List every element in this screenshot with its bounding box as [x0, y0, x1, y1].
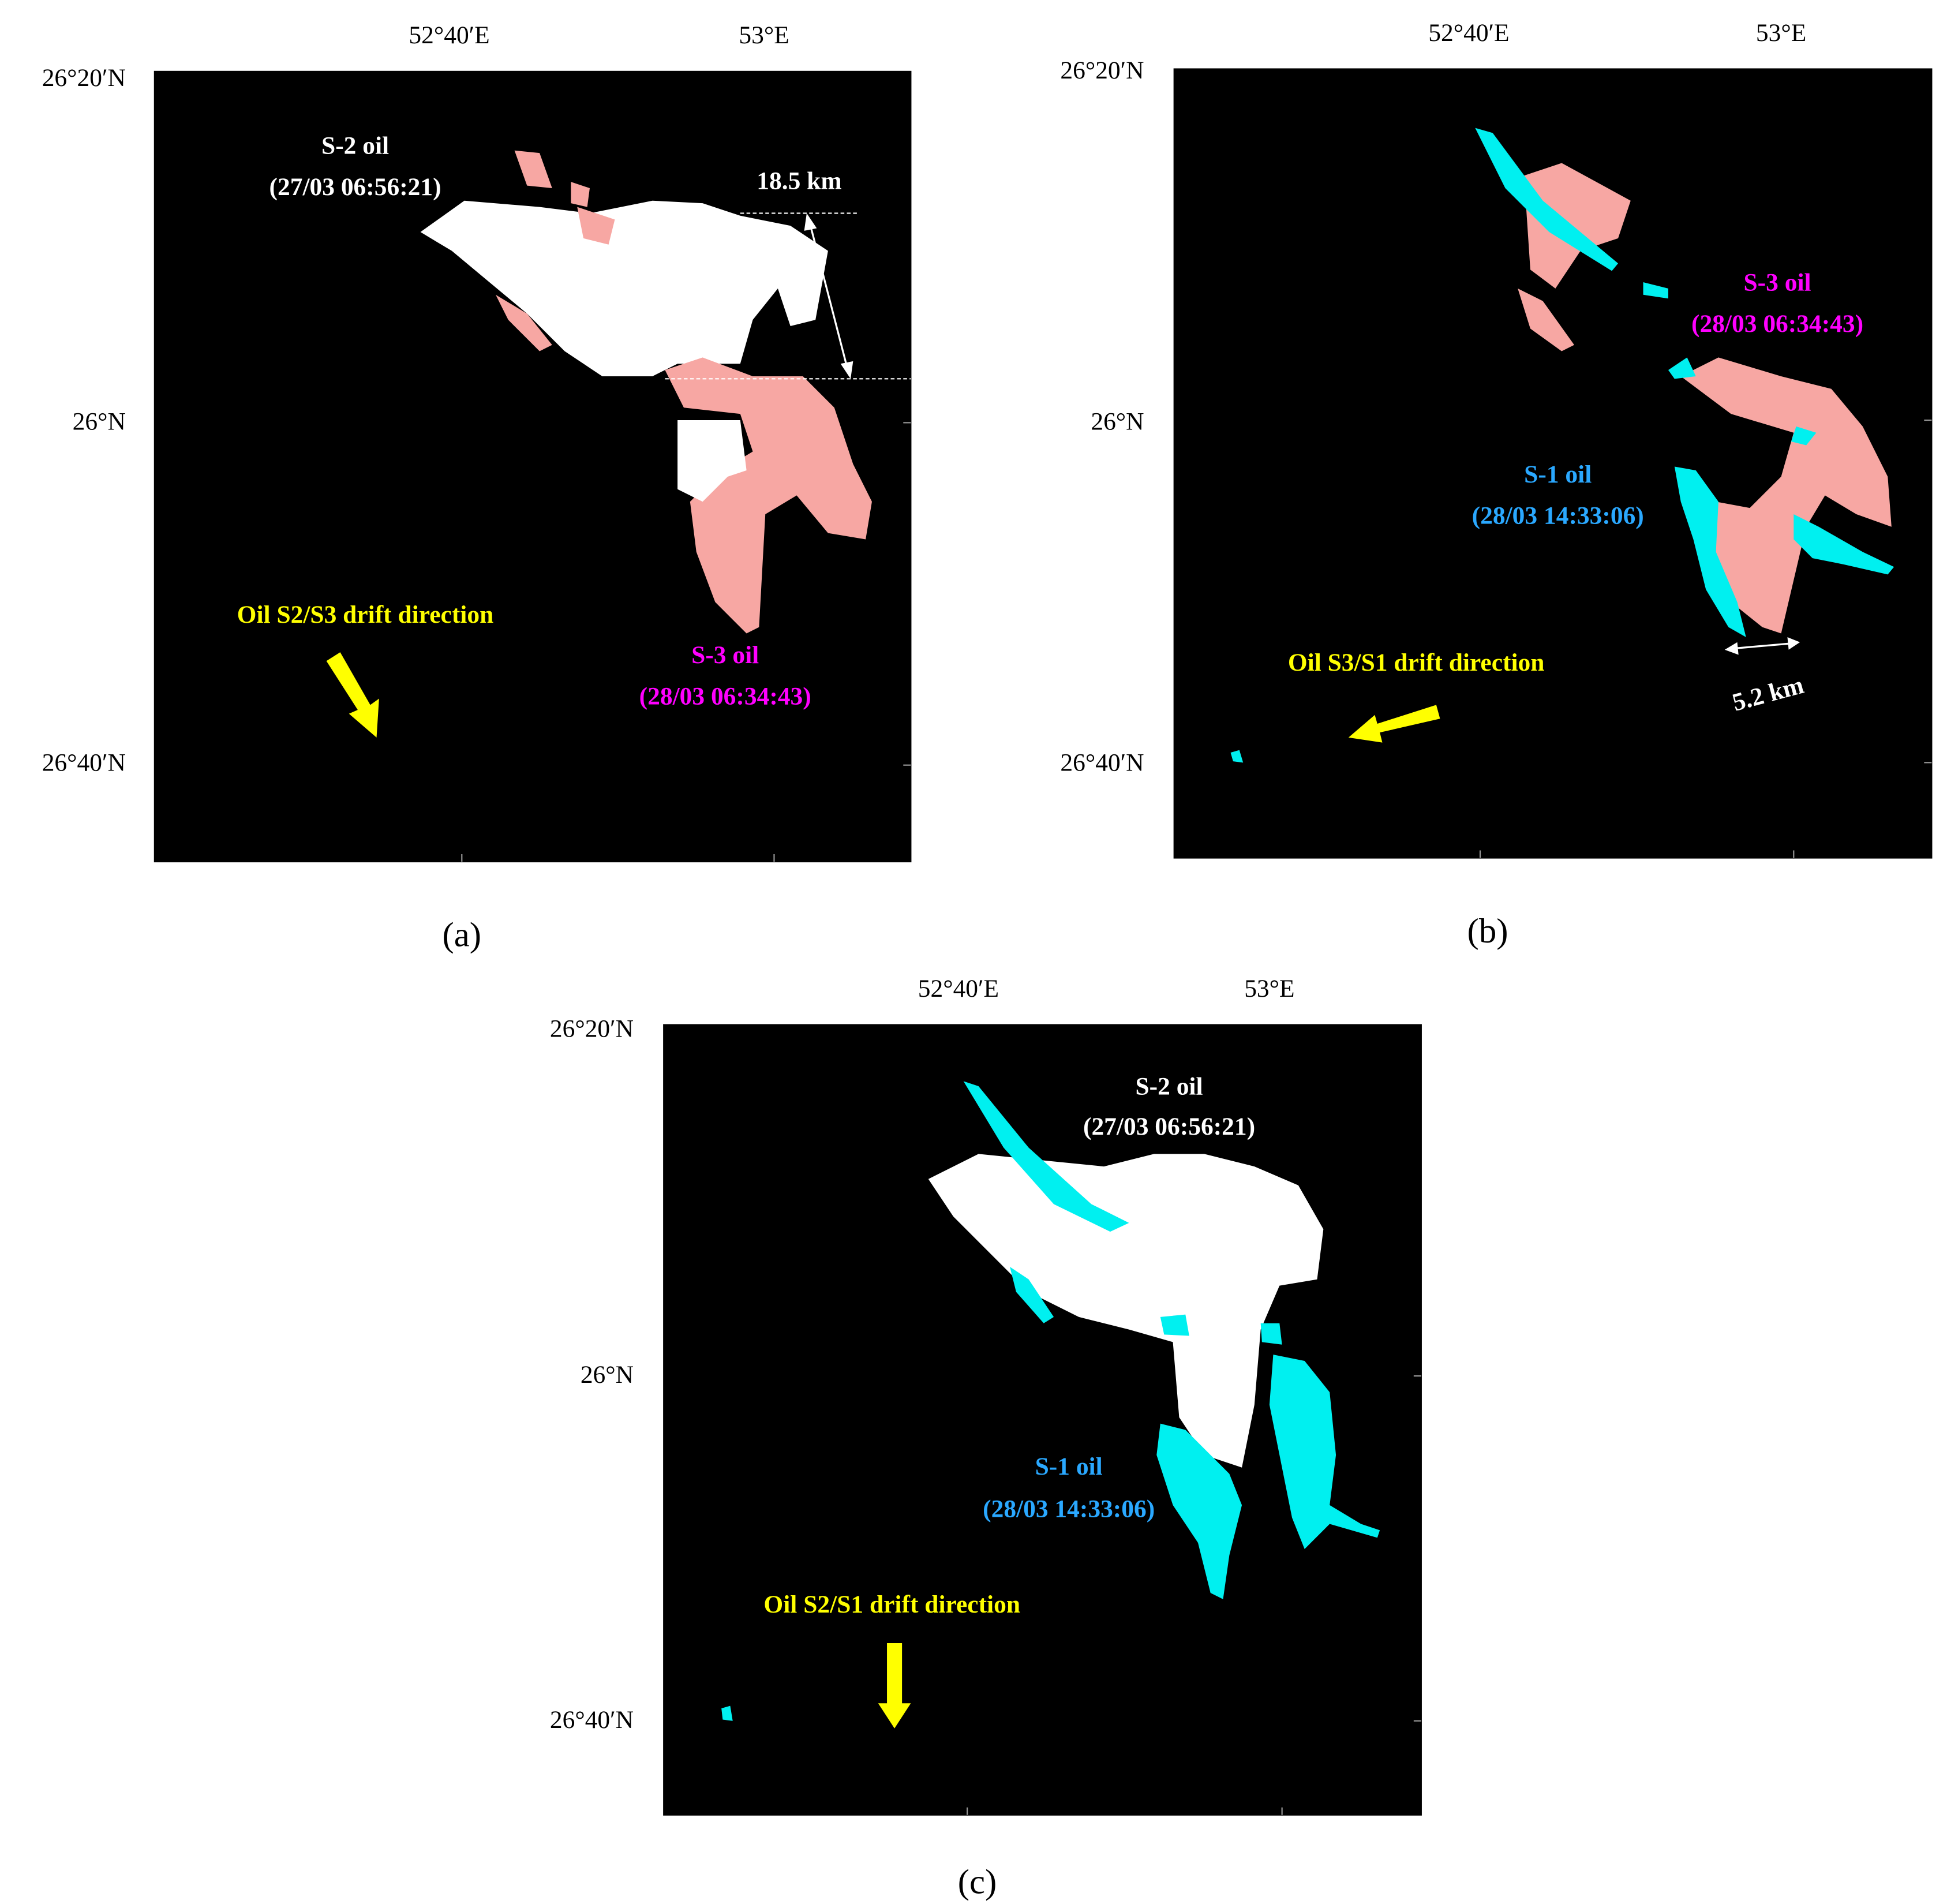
oil-s1	[1010, 1266, 1054, 1323]
panel-label: (a)	[443, 916, 482, 955]
annotation: S-2 oil	[321, 132, 389, 159]
annotation: 18.5 km	[757, 167, 841, 194]
oil-s1	[1156, 1423, 1242, 1599]
oil-s1	[1794, 514, 1894, 575]
oil-s3	[577, 207, 615, 245]
arrow-head	[804, 213, 817, 231]
distance-arrow	[1733, 642, 1792, 650]
oil-s1	[1260, 1323, 1282, 1345]
x-label: 53°E	[1756, 19, 1806, 47]
arrow-head	[840, 361, 853, 379]
y-label: 26°40′N	[550, 1706, 634, 1734]
drift-arrow	[326, 652, 379, 738]
oil-s2	[420, 200, 828, 376]
oil-s3	[1680, 357, 1892, 634]
oil-s3	[1524, 163, 1631, 289]
y-label: 26°20′N	[550, 1015, 634, 1042]
annotation: (28/03 14:33:06)	[983, 1495, 1155, 1523]
panel-label: (c)	[958, 1862, 997, 1901]
annotation: Oil S2/S1 drift direction	[763, 1591, 1020, 1618]
annotation: (28/03 06:34:43)	[639, 682, 811, 710]
oil-s3	[495, 294, 552, 351]
annotation: S-1 oil	[1524, 461, 1592, 488]
arrow-head	[1724, 642, 1739, 655]
x-label: 53°E	[739, 21, 789, 49]
x-label: 53°E	[1244, 975, 1294, 1003]
panel-c: 52°40′E 53°E 26°20′N 26°N 26°40′N S-2 oi…	[550, 975, 1422, 1901]
x-label: 52°40′E	[409, 21, 489, 49]
panel-b: 52°40′E 53°E 26°20′N 26°N 26°40′N S-3 oi…	[1060, 19, 1933, 951]
oil-s1	[1269, 1355, 1380, 1549]
oil-s1	[1791, 426, 1817, 446]
y-label: 26°40′N	[42, 749, 126, 777]
oil-s2	[928, 1154, 1324, 1468]
panel-a: 52°40′E 53°E 26°20′N 26°N 26°40′N 18.5 k…	[42, 21, 912, 955]
oil-s1	[1230, 750, 1244, 763]
distance-arrow	[808, 220, 849, 372]
oil-s1	[1674, 466, 1746, 638]
annotation: (28/03 14:33:06)	[1472, 502, 1644, 530]
annotation: S-3 oil	[691, 641, 759, 669]
oil-s2	[677, 420, 747, 502]
y-label: 26°20′N	[42, 64, 126, 92]
y-label: 26°N	[581, 1361, 634, 1389]
oil-s1	[963, 1081, 1129, 1232]
annotation: Oil S2/S3 drift direction	[237, 601, 494, 629]
oil-s3	[665, 357, 872, 634]
panel-label: (b)	[1467, 912, 1508, 951]
oil-s1	[1160, 1314, 1189, 1336]
annotation: S-3 oil	[1744, 268, 1811, 296]
oil-s1	[1643, 282, 1668, 299]
oil-s3	[1518, 288, 1574, 351]
oil-s1	[1475, 128, 1619, 271]
annotation: S-1 oil	[1035, 1453, 1103, 1480]
x-label: 52°40′E	[918, 975, 999, 1003]
x-label: 52°40′E	[1428, 19, 1509, 47]
oil-s3	[571, 182, 590, 207]
annotation: (27/03 06:56:21)	[1083, 1113, 1255, 1140]
oil-s1	[1668, 357, 1696, 379]
annotation: S-2 oil	[1135, 1072, 1203, 1100]
oil-s1	[721, 1705, 733, 1721]
y-label: 26°40′N	[1060, 749, 1144, 777]
oil-s3	[514, 150, 552, 188]
drift-arrow	[878, 1643, 911, 1729]
arrow-head	[1787, 637, 1800, 650]
drift-arrow	[1348, 705, 1440, 743]
annotation: (27/03 06:56:21)	[269, 173, 441, 201]
y-label: 26°N	[73, 408, 126, 436]
y-label: 26°N	[1091, 408, 1144, 436]
y-label: 26°20′N	[1060, 57, 1144, 84]
annotation: (28/03 06:34:43)	[1691, 310, 1863, 338]
annotation: Oil S3/S1 drift direction	[1288, 649, 1545, 676]
